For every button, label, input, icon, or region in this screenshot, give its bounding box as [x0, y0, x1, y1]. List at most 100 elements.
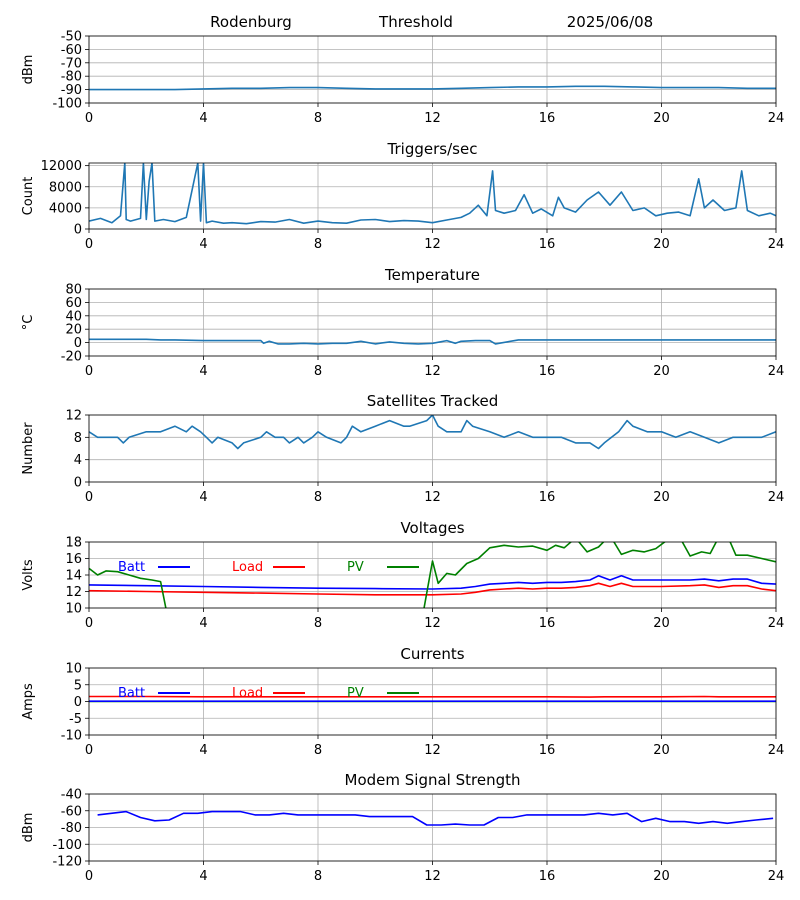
legend-label-load: Load [232, 686, 263, 701]
y-tick-label: 40 [65, 309, 82, 324]
series-line-temperature [89, 338, 776, 345]
x-tick-label: 4 [199, 869, 207, 884]
x-tick-label: 20 [653, 237, 670, 252]
x-tick-label: 16 [539, 616, 556, 631]
y-tick-label: -40 [61, 788, 82, 803]
x-tick-label: 24 [768, 869, 785, 884]
x-tick-label: 12 [424, 490, 441, 505]
x-tick-label: 0 [85, 490, 93, 505]
y-tick-label: -70 [61, 56, 82, 71]
x-tick-label: 0 [85, 237, 93, 252]
y-tick-label: -60 [61, 43, 82, 58]
x-tick-label: 4 [199, 364, 207, 379]
series-line-load [89, 695, 776, 698]
series-line-modem [97, 810, 774, 826]
panel-triggers: 0 4 8 12 16 20 24 0 4000 8000 12000 Triggers/sec Cou… [21, 140, 784, 252]
legend-label-pv: PV [347, 560, 364, 575]
x-tick-label: 24 [768, 743, 785, 758]
x-tick-label: 4 [199, 490, 207, 505]
plot-frame [88, 667, 777, 736]
legend-label-pv: PV [347, 686, 364, 701]
x-tick-label: 20 [653, 743, 670, 758]
panel-threshold: 0 4 8 12 16 20 24 -50-60-70-80-90-100 dBm [21, 30, 784, 127]
y-tick-label: 12 [65, 409, 82, 424]
chart-title: Voltages [400, 519, 464, 537]
plot-frame [88, 288, 777, 357]
x-tick-label: 4 [199, 743, 207, 758]
plot-frame [88, 793, 777, 862]
x-tick-label: 24 [768, 364, 785, 379]
x-tick-label: 20 [653, 111, 670, 126]
y-tick-label: -50 [61, 30, 82, 45]
x-tick-label: 12 [424, 616, 441, 631]
y-tick-label: -120 [52, 855, 82, 870]
chart-title: Satellites Tracked [367, 392, 498, 410]
series-line-pv [89, 542, 776, 608]
chart-title: Triggers/sec [387, 140, 478, 158]
y-tick-label: 14 [65, 569, 82, 584]
legend-label-batt: Batt [118, 560, 145, 575]
y-axis-label: Volts [21, 559, 36, 591]
x-tick-label: 8 [314, 743, 322, 758]
x-tick-label: 8 [314, 237, 322, 252]
x-tick-label: 16 [539, 490, 556, 505]
header-location: Rodenburg [210, 13, 292, 31]
x-tick-label: 0 [85, 616, 93, 631]
y-tick-label: 16 [65, 552, 82, 567]
y-tick-label: 12000 [41, 159, 82, 174]
y-tick-label: 0 [74, 695, 82, 710]
x-tick-label: 8 [314, 616, 322, 631]
x-tick-label: 4 [199, 616, 207, 631]
x-tick-label: 8 [314, 364, 322, 379]
x-tick-label: 4 [199, 111, 207, 126]
x-tick-label: 20 [653, 869, 670, 884]
x-tick-label: 12 [424, 237, 441, 252]
y-tick-label: -10 [61, 729, 82, 744]
panel-currents: 0 4 8 12 16 20 24 -10 -5 0 510 Currents Amps Batt Load… [21, 645, 784, 758]
x-tick-label: 12 [424, 111, 441, 126]
x-tick-label: 0 [85, 364, 93, 379]
x-tick-label: 8 [314, 490, 322, 505]
chart-title: Temperature [384, 266, 480, 284]
x-tick-label: 24 [768, 616, 785, 631]
plot-frame [88, 162, 777, 230]
y-tick-label: -80 [61, 70, 82, 85]
panel-satellites: 0 4 8 12 16 20 24 0 4 8 12 Satellites Tracked Number [21, 392, 784, 505]
header: Rodenburg Threshold 2025/06/08 [210, 13, 653, 31]
y-axis-label: °C [21, 315, 36, 331]
x-tick-label: 16 [539, 364, 556, 379]
plot-frame [88, 541, 777, 609]
x-tick-label: 12 [424, 869, 441, 884]
y-tick-label: 10 [65, 602, 82, 617]
x-tick-label: 8 [314, 111, 322, 126]
x-tick-label: 16 [539, 743, 556, 758]
x-tick-label: 16 [539, 111, 556, 126]
y-tick-label: -100 [52, 838, 82, 853]
x-tick-label: 0 [85, 743, 93, 758]
y-tick-label: 4 [74, 453, 82, 468]
y-tick-label: 0 [74, 223, 82, 238]
series-line-threshold [89, 85, 776, 91]
y-axis-label: dBm [21, 813, 36, 843]
y-tick-label: -80 [61, 821, 82, 836]
y-tick-label: 4000 [49, 201, 82, 216]
y-tick-label: 5 [74, 678, 82, 693]
x-tick-label: 16 [539, 869, 556, 884]
y-tick-label: 18 [65, 536, 82, 551]
y-tick-label: 8000 [49, 180, 82, 195]
x-tick-label: 0 [85, 869, 93, 884]
series-line-batt [89, 574, 776, 590]
chart-title: Modem Signal Strength [345, 771, 521, 789]
x-tick-label: 4 [199, 237, 207, 252]
x-tick-label: 12 [424, 364, 441, 379]
y-tick-label: -100 [52, 97, 82, 112]
series-line-triggers [89, 163, 776, 225]
y-axis-label: Number [21, 422, 36, 475]
x-tick-label: 24 [768, 490, 785, 505]
y-tick-label: -5 [69, 712, 82, 727]
x-tick-label: 8 [314, 869, 322, 884]
y-tick-label: 20 [65, 323, 82, 338]
